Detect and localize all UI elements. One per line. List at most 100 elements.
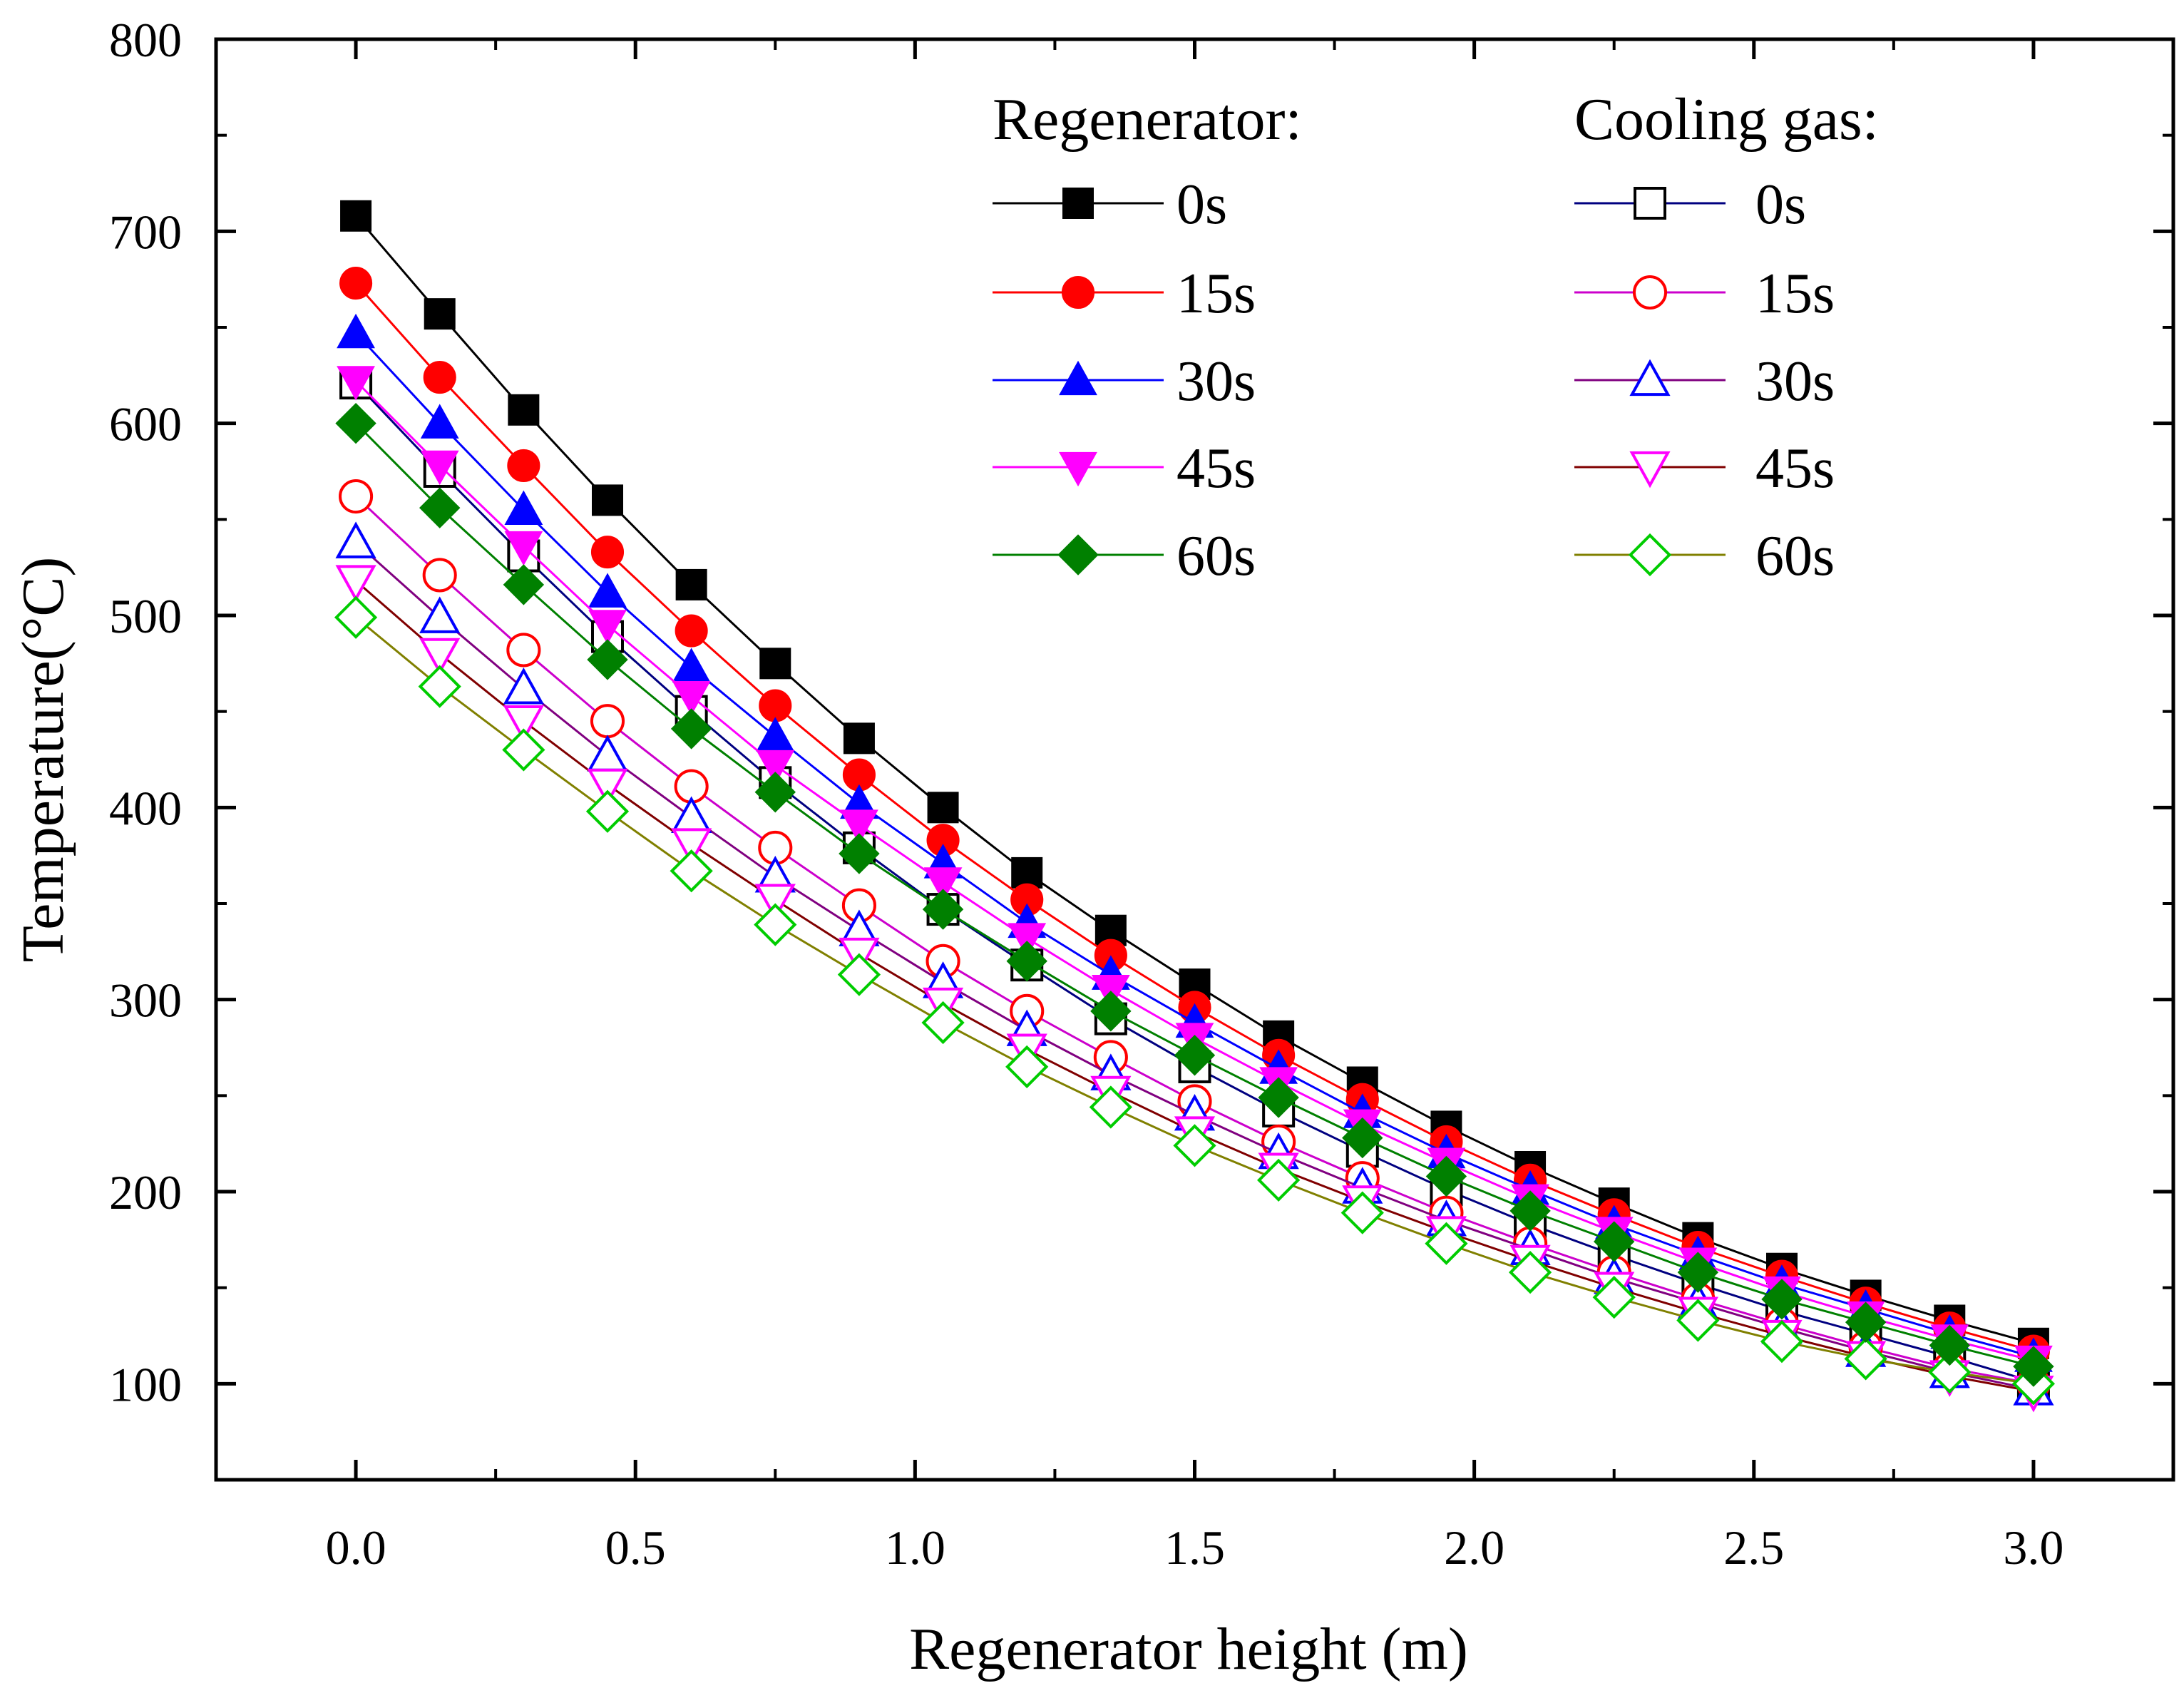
legend-marker: [1634, 187, 1666, 220]
legend-item-regenerator-0s: 0s: [993, 173, 1227, 236]
data-point-regenerator-60s: [587, 639, 628, 680]
data-point-cooling-gas-60s: [670, 849, 713, 893]
data-point-cooling-gas-60s: [1425, 1222, 1468, 1265]
x-tick-label: 2.5: [1723, 1520, 1784, 1575]
data-point-regenerator-0s: [340, 200, 372, 232]
data-point-regenerator-60s: [1174, 1035, 1216, 1076]
data-point-regenerator-60s: [1761, 1279, 1803, 1320]
data-point-cooling-gas-60s: [418, 665, 461, 708]
data-point-cooling-gas-60s: [1340, 1191, 1384, 1234]
data-point-cooling-gas-60s: [1257, 1158, 1301, 1202]
data-point-regenerator-15s: [759, 689, 792, 722]
data-point-regenerator-60s: [1425, 1155, 1467, 1197]
y-tick-label: 400: [109, 781, 182, 835]
legend-item-cooling-gas-30s: 30s: [1574, 350, 1835, 413]
data-point-regenerator-45s: [756, 750, 795, 785]
data-point-cooling-gas-60s: [1592, 1276, 1636, 1319]
data-point-regenerator-0s: [927, 792, 959, 824]
legend-marker: [1059, 451, 1097, 487]
legend-label: 30s: [1176, 350, 1256, 413]
data-point-regenerator-60s: [1929, 1324, 1970, 1366]
data-point-regenerator-15s: [675, 614, 708, 648]
data-point-regenerator-0s: [843, 722, 875, 755]
data-point-cooling-gas-30s: [419, 596, 461, 633]
data-point-regenerator-45s: [1008, 923, 1047, 958]
data-point-regenerator-0s: [1011, 856, 1043, 889]
legend-marker: [1628, 533, 1672, 577]
y-tick-label: 100: [109, 1357, 182, 1411]
y-tick-label: 800: [109, 13, 182, 67]
data-point-regenerator-60s: [1509, 1190, 1551, 1232]
legend: Regenerator: 0s 15s 30s 45s 60s Cooling gas: 0s…: [993, 86, 1879, 588]
data-point-cooling-gas-15s: [590, 704, 625, 739]
data-point-regenerator-60s: [1090, 991, 1132, 1032]
data-point-cooling-gas-45s: [671, 828, 712, 865]
data-point-cooling-gas-60s: [334, 595, 378, 639]
data-point-regenerator-60s: [1677, 1252, 1719, 1293]
series-regenerator-60s: [335, 402, 2054, 1387]
data-point-cooling-gas-45s: [335, 565, 376, 602]
legend-label: 60s: [1176, 525, 1256, 588]
legend-label: 60s: [1755, 525, 1835, 588]
legend-label: 15s: [1755, 262, 1835, 325]
tick-layer: 0.0 0.5 1.0 1.5 2.0 2.5 3.0 100 200 300 400 500 600 7…: [109, 13, 2175, 1575]
data-point-regenerator-15s: [423, 360, 456, 394]
data-point-regenerator-45s: [588, 610, 627, 645]
data-point-cooling-gas-45s: [587, 768, 628, 806]
data-point-cooling-gas-60s: [754, 903, 797, 946]
data-point-regenerator-15s: [590, 536, 625, 569]
data-point-regenerator-60s: [1845, 1301, 1887, 1343]
data-point-cooling-gas-60s: [1844, 1337, 1887, 1381]
legend-item-regenerator-45s: 45s: [993, 437, 1256, 500]
legend-item-cooling-gas-15s: 15s: [1574, 262, 1835, 325]
legend-marker: [1632, 275, 1668, 310]
data-point-cooling-gas-60s: [837, 953, 881, 996]
data-point-regenerator-60s: [2013, 1346, 2054, 1387]
legend-marker: [1059, 360, 1097, 396]
legend-label: 0s: [1176, 173, 1227, 236]
y-tick-label: 300: [109, 973, 182, 1028]
y-tick-label: 500: [109, 589, 182, 643]
data-point-regenerator-60s: [1342, 1117, 1383, 1159]
data-point-regenerator-45s: [504, 531, 543, 566]
data-point-cooling-gas-60s: [585, 789, 630, 833]
legend-marker: [1062, 188, 1094, 219]
legend-title-regenerator: Regenerator:: [993, 86, 1302, 153]
data-point-regenerator-0s: [424, 298, 456, 330]
data-point-regenerator-60s: [1006, 941, 1047, 982]
data-point-regenerator-60s: [335, 402, 376, 444]
y-tick-label: 700: [109, 205, 182, 259]
y-axis-title: Temperature(°C): [10, 557, 76, 963]
data-point-regenerator-60s: [839, 833, 880, 874]
data-point-regenerator-45s: [840, 809, 878, 844]
legend-marker: [1629, 451, 1671, 489]
legend-item-regenerator-60s: 60s: [993, 525, 1256, 588]
x-tick-label: 1.0: [885, 1520, 945, 1575]
x-axis-title: Regenerator height (m): [909, 1616, 1468, 1682]
legend-label: 0s: [1755, 173, 1806, 236]
data-point-regenerator-45s: [923, 867, 963, 902]
data-point-regenerator-45s: [337, 366, 375, 401]
data-point-regenerator-0s: [675, 568, 707, 600]
data-point-cooling-gas-60s: [921, 1001, 965, 1045]
data-point-regenerator-0s: [592, 484, 623, 516]
data-point-regenerator-30s: [420, 404, 459, 439]
legend-item-cooling-gas-0s: 0s: [1574, 173, 1806, 236]
data-point-cooling-gas-60s: [1508, 1250, 1552, 1294]
series-cooling-gas-60s: [334, 595, 2056, 1406]
data-point-cooling-gas-15s: [422, 558, 457, 593]
x-tick-label: 0.5: [605, 1520, 666, 1575]
legend-label: 30s: [1755, 350, 1835, 413]
x-tick-label: 0.0: [326, 1520, 386, 1575]
data-point-cooling-gas-60s: [1173, 1124, 1216, 1167]
data-point-regenerator-45s: [420, 450, 459, 486]
data-point-cooling-gas-60s: [1089, 1085, 1132, 1129]
data-point-cooling-gas-15s: [506, 633, 541, 668]
data-point-regenerator-60s: [922, 889, 964, 930]
legend-marker: [1629, 359, 1671, 397]
legend-marker: [1057, 534, 1099, 576]
data-point-cooling-gas-60s: [502, 728, 545, 772]
data-point-regenerator-30s: [337, 313, 375, 349]
data-point-regenerator-60s: [1594, 1221, 1635, 1262]
